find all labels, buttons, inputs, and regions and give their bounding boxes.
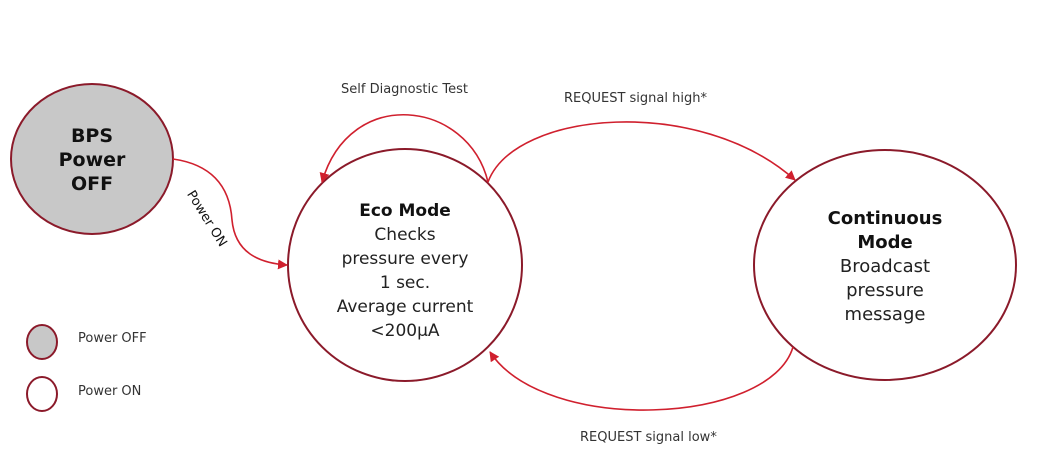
power-off-line: OFF <box>70 173 114 195</box>
continuous-line: Broadcast <box>839 256 931 277</box>
edge-label-self-test: Self Diagnostic Test <box>341 82 468 97</box>
continuous-line: message <box>844 304 926 325</box>
eco-line: 1 sec. <box>379 273 431 293</box>
continuous-title: Continuous <box>827 208 943 229</box>
edge-label-request-low: REQUEST signal low* <box>580 430 717 445</box>
legend-off-swatch <box>26 324 58 360</box>
power-off-label: BPS Power OFF <box>32 124 152 196</box>
edge-power-on <box>172 158 288 270</box>
eco-mode-label: Eco Mode Checks pressure every 1 sec. Av… <box>305 199 505 343</box>
continuous-line: pressure <box>846 280 924 301</box>
edge-self-test <box>319 114 489 183</box>
eco-line: Average current <box>336 297 474 317</box>
continuous-mode-label: Continuous Mode Broadcast pressure messa… <box>785 207 985 327</box>
edge-request-low <box>489 346 794 411</box>
eco-line: pressure every <box>341 249 469 269</box>
legend-label-off: Power OFF <box>78 331 147 346</box>
legend-on-swatch <box>26 376 58 412</box>
legend-label-on: Power ON <box>78 384 142 399</box>
edge-request-high <box>487 121 796 183</box>
power-off-line: Power <box>58 149 126 171</box>
power-off-line: BPS <box>70 125 114 147</box>
continuous-title: Mode <box>857 232 913 253</box>
eco-title: Eco Mode <box>359 201 451 221</box>
eco-line: Checks <box>374 225 436 245</box>
node-continuous-mode <box>753 149 1017 381</box>
edge-label-request-high: REQUEST signal high* <box>564 91 707 106</box>
eco-line: <200µA <box>370 321 440 341</box>
node-eco-mode <box>287 148 523 382</box>
